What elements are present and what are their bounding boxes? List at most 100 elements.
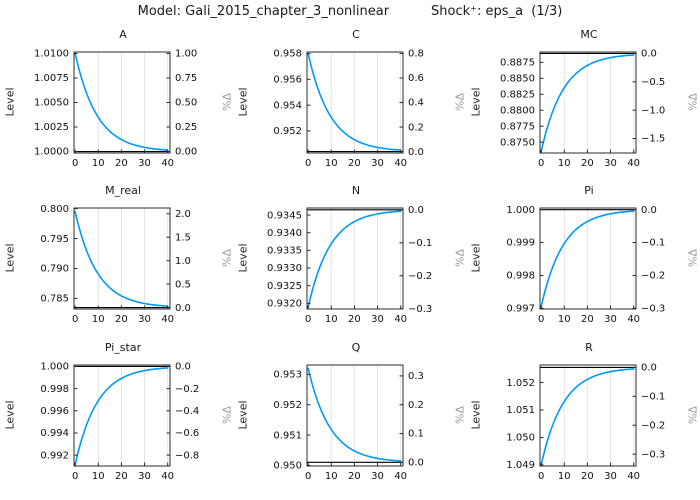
irf-curve <box>307 367 402 462</box>
irf-curve <box>307 210 402 309</box>
x-tick-label: 20 <box>348 314 361 325</box>
left-tick-label: 0.999 <box>506 238 535 249</box>
left-tick-label: 1.049 <box>506 460 535 471</box>
right-axis-label: %Δ <box>686 406 700 424</box>
right-tick-label: 0.8 <box>408 49 424 60</box>
left-tick-label: 0.795 <box>40 234 69 245</box>
subplot-title: R <box>585 341 593 354</box>
right-tick-label: −0.6 <box>175 428 199 439</box>
x-tick-label: 20 <box>115 471 128 482</box>
right-tick-label: 0.2 <box>408 122 424 133</box>
left-tick-label: 1.051 <box>506 405 535 416</box>
left-tick-label: 0.998 <box>40 384 69 395</box>
left-tick-label: 0.953 <box>273 370 302 381</box>
irf-curve <box>540 54 635 153</box>
left-tick-label: 0.997 <box>506 304 535 315</box>
right-tick-label: −0.2 <box>408 271 432 282</box>
x-tick-label: 0 <box>72 471 78 482</box>
x-tick-label: 10 <box>92 314 105 325</box>
subplot-n: N Level 0.9320 0.9325 0.9330 0.9335 0.9340 0.… <box>233 176 467 334</box>
right-tick-label: 0.0 <box>175 362 191 373</box>
x-tick-label: 20 <box>581 158 594 169</box>
left-tick-label: 1.050 <box>506 433 535 444</box>
x-tick-label: 40 <box>161 158 174 169</box>
left-tick-label: 0.950 <box>273 461 302 472</box>
left-tick-label: 0.951 <box>273 430 302 441</box>
irf-curve <box>540 210 635 308</box>
x-tick-label: 40 <box>394 471 407 482</box>
left-tick-label: 1.0050 <box>34 98 69 109</box>
right-tick-label: 0.0 <box>641 49 657 60</box>
shock-title: Shock⁺: eps_a (1/3) <box>431 4 563 19</box>
plot-frame <box>306 364 404 467</box>
left-tick-label: 0.8825 <box>500 90 535 101</box>
x-tick-label: 0 <box>305 471 311 482</box>
x-tick-label: 10 <box>92 471 105 482</box>
subplot-title: Q <box>351 341 361 354</box>
x-tick-label: 40 <box>394 314 407 325</box>
right-tick-label: 0.25 <box>175 122 197 133</box>
right-tick-label: −0.5 <box>641 77 665 88</box>
plot-frame <box>539 207 637 310</box>
plot-frame <box>306 207 404 310</box>
right-tick-label: −0.1 <box>641 392 665 403</box>
subplot-title: C <box>352 28 360 41</box>
x-tick-label: 30 <box>604 471 617 482</box>
x-tick-label: 20 <box>581 471 594 482</box>
x-tick-label: 30 <box>138 471 151 482</box>
left-tick-label: 0.958 <box>273 49 302 60</box>
right-tick-label: 0.6 <box>408 73 424 84</box>
right-tick-label: −0.3 <box>408 304 432 315</box>
x-tick-label: 40 <box>161 314 174 325</box>
left-tick-label: 0.9345 <box>267 210 302 221</box>
left-tick-label: 0.8800 <box>500 105 535 116</box>
x-tick-label: 10 <box>558 158 571 169</box>
plot-frame <box>539 51 637 154</box>
plot-frame <box>539 364 637 467</box>
plot-frame <box>306 51 404 154</box>
left-tick-label: 0.8775 <box>500 121 535 132</box>
left-tick-label: 0.9335 <box>267 246 302 257</box>
x-tick-label: 0 <box>538 314 544 325</box>
x-tick-label: 0 <box>72 158 78 169</box>
right-tick-label: 0.75 <box>175 73 197 84</box>
right-tick-label: −0.1 <box>408 238 432 249</box>
left-tick-label: 0.996 <box>40 406 69 417</box>
left-tick-label: 0.9325 <box>267 281 302 292</box>
right-tick-label: 0.0 <box>408 458 424 469</box>
x-tick-label: 30 <box>371 158 384 169</box>
right-tick-label: −0.2 <box>175 384 199 395</box>
x-tick-label: 10 <box>558 314 571 325</box>
right-tick-label: 0.3 <box>408 371 424 382</box>
right-tick-label: −0.8 <box>175 450 199 461</box>
right-tick-label: 0.1 <box>408 429 424 440</box>
plot-canvas-m-real: 0.785 0.790 0.795 0.800 0.0 0.5 1.0 1.5 2.0 0 10 20… <box>40 204 191 325</box>
left-tick-label: 0.952 <box>273 126 302 137</box>
right-axis-label: %Δ <box>220 249 234 267</box>
right-tick-label: 0.2 <box>408 400 424 411</box>
right-tick-label: 0.50 <box>175 98 197 109</box>
left-tick-label: 0.9340 <box>267 228 302 239</box>
left-tick-label: 0.800 <box>40 204 69 215</box>
x-tick-label: 20 <box>581 314 594 325</box>
x-tick-label: 0 <box>538 158 544 169</box>
left-tick-label: 1.052 <box>506 378 535 389</box>
x-tick-label: 20 <box>115 314 128 325</box>
right-tick-label: 0.0 <box>641 363 657 374</box>
right-tick-label: 1.0 <box>175 256 191 267</box>
right-tick-label: −0.4 <box>175 406 199 417</box>
right-tick-label: 0.0 <box>641 205 657 216</box>
plot-canvas-a: 1.0000 1.0025 1.0050 1.0075 1.0100 0.00 0.25 0.… <box>34 49 197 169</box>
right-tick-label: 2.0 <box>175 209 191 220</box>
right-tick-label: 0.0 <box>408 205 424 216</box>
x-tick-label: 0 <box>305 158 311 169</box>
right-tick-label: −0.3 <box>641 304 665 315</box>
left-tick-label: 0.956 <box>273 75 302 86</box>
left-tick-label: 0.998 <box>506 271 535 282</box>
left-tick-label: 0.9320 <box>267 299 302 310</box>
right-tick-label: 0.5 <box>175 279 191 290</box>
plot-canvas-mc: 0.8750 0.8775 0.8800 0.8825 0.8850 0.8875 0.0 −… <box>500 49 665 169</box>
subplot-title: Pi <box>584 184 594 197</box>
subplot-mc: MC Level 0.8750 0.8775 0.8800 0.8825 0.8850 0… <box>466 20 700 178</box>
x-tick-label: 10 <box>325 158 338 169</box>
